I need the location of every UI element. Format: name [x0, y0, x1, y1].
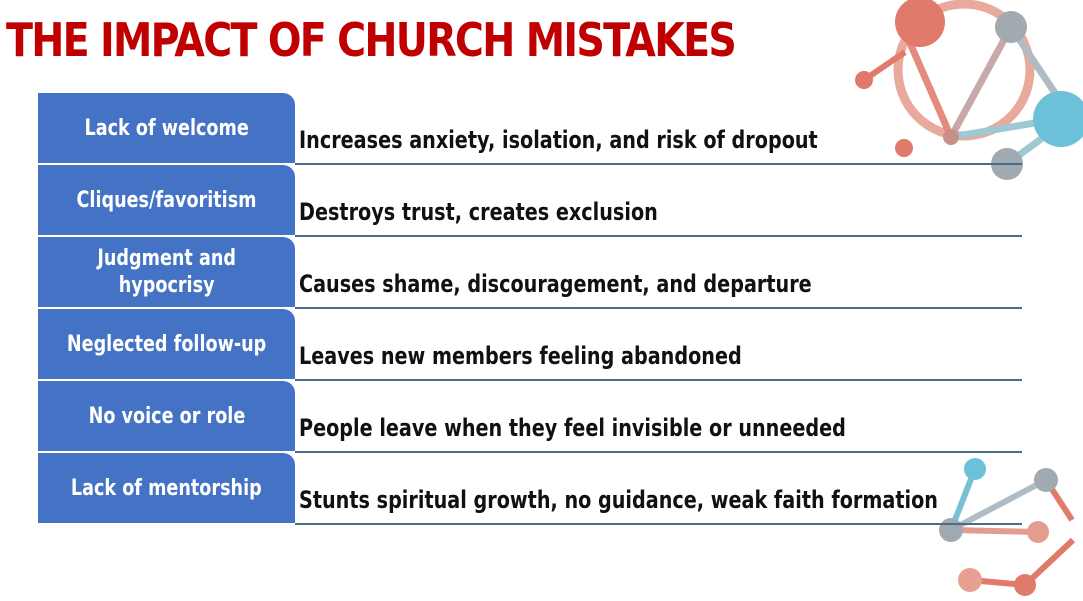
mistake-label: Lack of welcome: [84, 115, 249, 141]
table-row: Neglected follow-up Leaves new members f…: [38, 309, 1022, 381]
impact-cell: Leaves new members feeling abandoned: [295, 309, 1022, 381]
impact-cell: Causes shame, discouragement, and depart…: [295, 237, 1022, 309]
impact-cell: Increases anxiety, isolation, and risk o…: [295, 93, 1022, 165]
impact-cell: Stunts spiritual growth, no guidance, we…: [295, 453, 1022, 525]
mistake-label-box: Cliques/favoritism: [38, 165, 295, 235]
mistake-label-box: Judgment and hypocrisy: [38, 237, 295, 307]
impact-description: Increases anxiety, isolation, and risk o…: [299, 126, 818, 154]
mistake-label: Lack of mentorship: [71, 475, 262, 501]
impact-description: Causes shame, discouragement, and depart…: [299, 270, 812, 298]
molecule-network-bottom-right: [939, 458, 1076, 596]
table-row: Judgment and hypocrisy Causes shame, dis…: [38, 237, 1022, 309]
mistake-label-box: Neglected follow-up: [38, 309, 295, 379]
impact-description: People leave when they feel invisible or…: [299, 414, 846, 442]
table-row: Cliques/favoritism Destroys trust, creat…: [38, 165, 1022, 237]
mistake-label-box: Lack of mentorship: [38, 453, 295, 523]
impact-table: Lack of welcome Increases anxiety, isola…: [38, 93, 1022, 525]
mistake-label: No voice or role: [88, 403, 245, 429]
mistake-label-box: Lack of welcome: [38, 93, 295, 163]
mistake-label: Neglected follow-up: [66, 331, 267, 357]
impact-cell: Destroys trust, creates exclusion: [295, 165, 1022, 237]
table-row: Lack of welcome Increases anxiety, isola…: [38, 93, 1022, 165]
table-row: Lack of mentorship Stunts spiritual grow…: [38, 453, 1022, 525]
table-row: No voice or role People leave when they …: [38, 381, 1022, 453]
impact-description: Destroys trust, creates exclusion: [299, 198, 658, 226]
mistake-label-box: No voice or role: [38, 381, 295, 451]
impact-description: Leaves new members feeling abandoned: [299, 342, 742, 370]
mistake-label: Judgment and hypocrisy: [97, 246, 236, 298]
slide-title: THE IMPACT OF CHURCH MISTAKES: [6, 13, 737, 67]
mistake-label: Cliques/favoritism: [76, 187, 257, 213]
impact-description: Stunts spiritual growth, no guidance, we…: [299, 486, 938, 514]
impact-cell: People leave when they feel invisible or…: [295, 381, 1022, 453]
